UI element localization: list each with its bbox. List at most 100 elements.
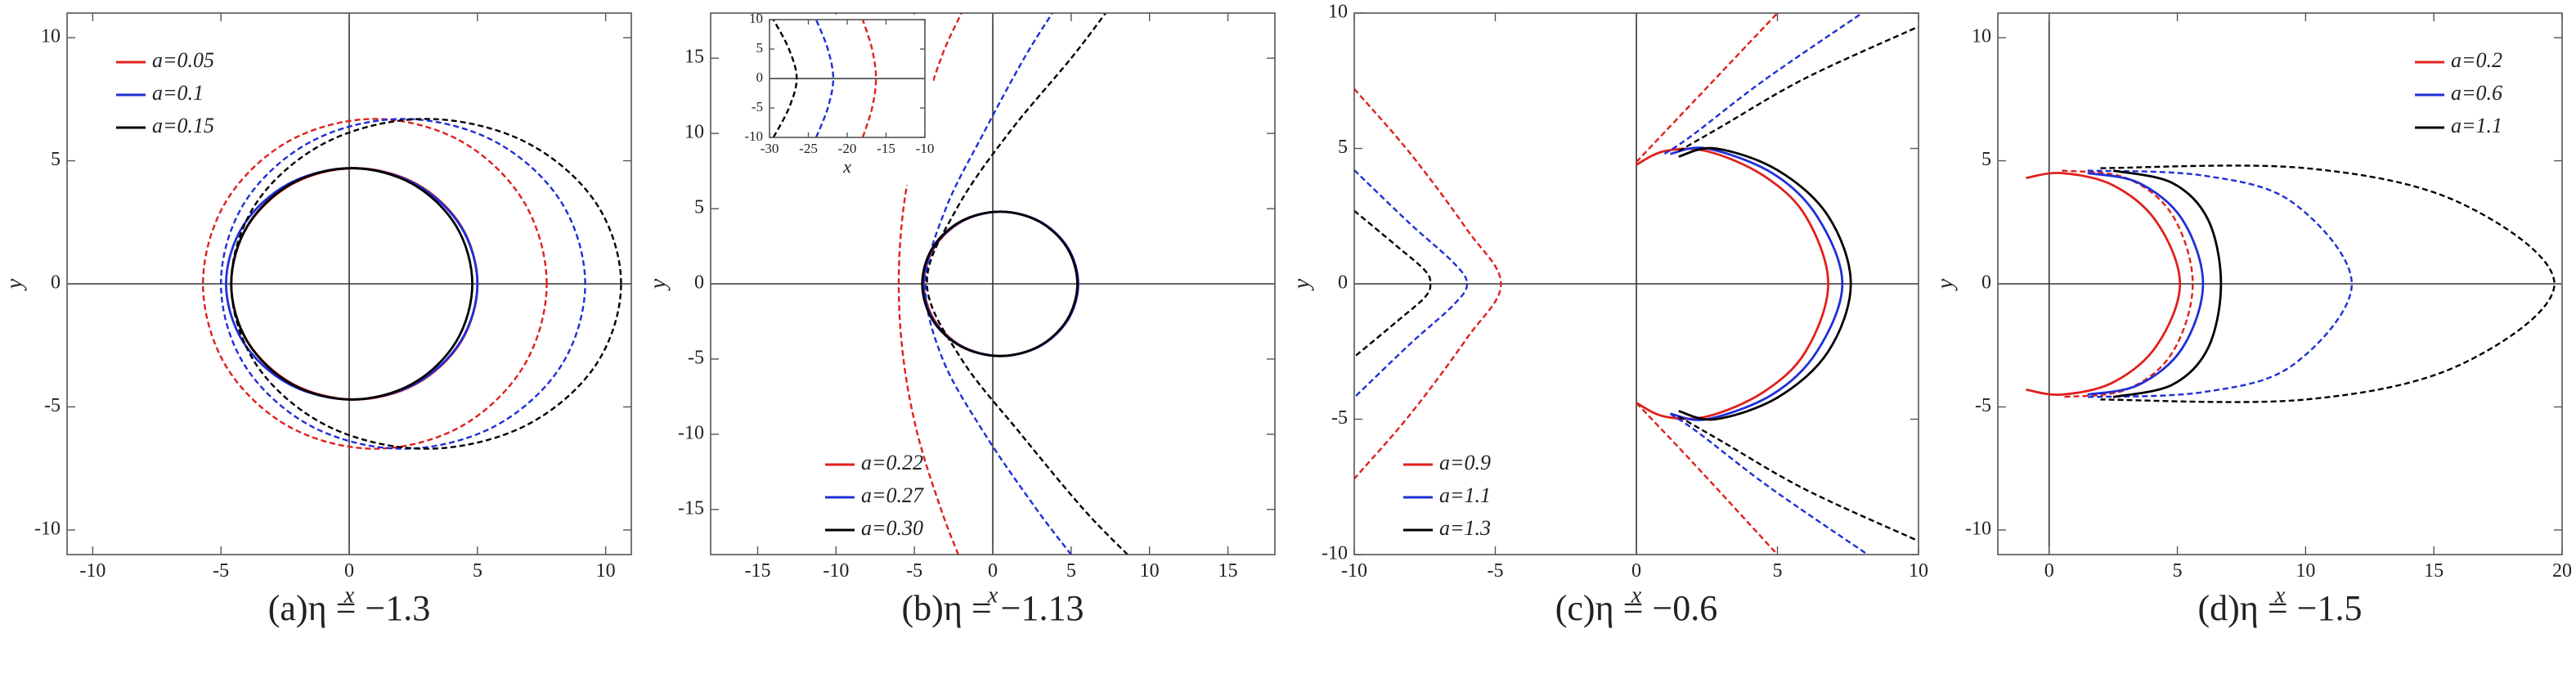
solid-curve [2087,172,2205,396]
y-tick-label: -10 [678,422,704,443]
y-tick-label: 5 [756,40,764,56]
x-tick-label: -10 [916,141,935,156]
y-tick-label: -5 [44,395,61,416]
x-tick-label: 0 [988,560,998,582]
x-tick-label: -10 [1341,560,1367,582]
y-tick-label: -10 [34,518,61,539]
y-tick-label: 10 [1972,26,1991,47]
x-tick-label: 15 [1218,560,1238,582]
curves [202,118,622,450]
x-axis-label: x [343,582,355,608]
plot-frame [66,12,632,555]
legend-label: a=0.1 [152,81,204,105]
y-tick-label: 0 [694,272,704,294]
x-tick-label: 10 [1140,560,1160,582]
caption: (c)η = −0.6 [1555,588,1717,628]
dashed-curve [1663,13,1863,155]
x-tick-label: -5 [906,560,922,582]
x-tick-label: -15 [745,560,771,582]
y-tick-label: 10 [41,26,61,47]
solid-curve [921,210,1079,357]
y-tick-label: 10 [684,122,704,143]
x-tick-label: 5 [1773,560,1783,582]
dashed-curve [1678,416,1919,542]
x-tick-label: 10 [2296,560,2315,582]
x-axis-label: x [2274,582,2286,608]
plot-frame [710,12,1276,555]
inset-x-axis-label: x [842,156,851,177]
y-axis-label: y [645,278,671,291]
solid-curve [2026,171,2182,397]
x-tick-label: -30 [761,141,779,156]
x-tick-label: 0 [1631,560,1641,582]
y-tick-label: 5 [694,197,704,218]
y-tick-label: 5 [1338,137,1348,158]
y-tick-label: -15 [678,497,704,519]
caption: (d)η = −1.5 [2198,588,2363,628]
plot-frame [1353,12,1919,555]
curves [772,20,877,137]
y-tick-label: -5 [752,99,763,115]
dashed-curve [924,13,1072,555]
legend-label: a=1.1 [1439,483,1491,507]
dashed-curve [1354,169,1469,398]
y-tick-label: 10 [749,11,763,26]
y-tick-label: 0 [756,70,764,85]
dashed-curve [1636,402,1779,555]
caption: (b)η = −1.13 [902,588,1084,628]
solid-curve [230,167,473,401]
solid-curve [1678,146,1852,421]
x-tick-label: 5 [473,560,482,582]
x-tick-label: -20 [838,141,857,156]
x-tick-label: 0 [2044,560,2054,582]
y-tick-label: 15 [684,47,704,68]
dashed-curve [926,13,1129,555]
y-tick-label: -10 [1965,518,1991,539]
x-tick-label: 10 [1909,560,1928,582]
dashed-curve [219,118,586,450]
y-tick-label: -5 [1975,395,1991,416]
x-tick-label: 10 [596,560,616,582]
curves [897,13,1129,555]
legend-label: a=1.1 [2451,114,2502,137]
x-tick-label: -5 [213,560,229,582]
x-tick-label: 20 [2552,560,2572,582]
plot-frame [1997,12,2563,555]
dashed-curve [230,118,622,450]
x-tick-label: 5 [2173,560,2183,582]
curves [1354,13,1919,555]
dashed-curve [1354,88,1502,480]
solid-curve [1670,146,1844,421]
plot-area: 0 5 10 15 20 -10 -5 0 5 10 x y (d)η = −1.5 a=0.2 a=0.6… [1932,12,2572,628]
dashed-curve [772,20,798,137]
legend-label: a=0.6 [2451,81,2502,105]
y-axis-label: y [1289,278,1314,291]
y-tick-label: -5 [688,347,704,368]
x-axis-label: x [987,582,999,608]
legend-label: a=0.30 [861,516,923,540]
plot-area: -10 -5 0 5 10 -10 -5 0 5 10 x y (c)η = −0.6 a=0.9 a=1.… [1289,2,1928,629]
y-axis-label: y [1932,278,1958,291]
y-tick-label: -5 [1331,407,1348,429]
y-axis-label: y [2,278,27,291]
y-tick-label: 0 [1338,272,1348,294]
plot-frame [769,19,926,138]
legend-label: a=0.15 [152,114,214,137]
dashed-curve [1678,25,1919,152]
x-tick-label: -10 [823,560,849,582]
x-tick-label: -10 [79,560,105,582]
plot-area: -15 -10 -5 0 5 10 15 -15 -10 -5 0 5 10 15 x y (b)η = −1.… [645,12,1276,628]
y-tick-label: 10 [1328,2,1348,23]
x-tick-label: -5 [1488,560,1504,582]
dashed-curve [1354,209,1432,358]
y-tick-label: -10 [744,128,763,144]
dashed-curve [1636,13,1779,163]
dashed-curve [815,20,835,137]
plot-area: -30 -25 -20 -15 -10 -10 -5 0 5 10 x [744,11,934,177]
solid-curve [2112,169,2223,398]
caption: (a)η = −1.3 [268,588,430,628]
dashed-curve [861,20,877,137]
plot-area: -10 -5 0 5 10 -10 -5 0 5 10 x y (a)η = −1.3 a=0.05 a=0… [2,12,632,628]
